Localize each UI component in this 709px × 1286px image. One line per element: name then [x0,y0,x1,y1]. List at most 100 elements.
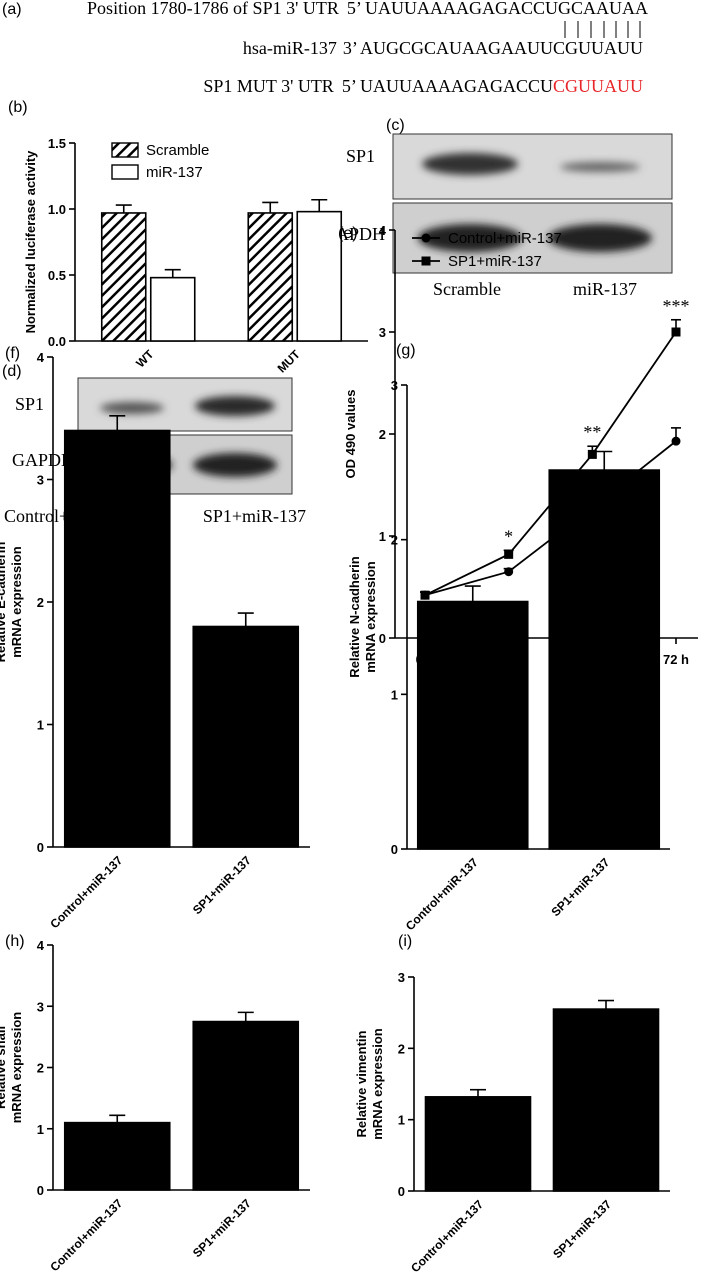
y-tick-label: 4 [37,350,45,365]
y-axis-title: Relative snail [0,1026,8,1109]
y-axis-title: Relative vimentin [354,1030,369,1137]
legend-label: Scramble [146,142,209,159]
x-tick-label: SP1+miR-137 [190,1196,254,1260]
y-tick-label: 3 [391,378,398,393]
blot-row-label: SP1 [15,394,44,414]
sequence-row: hsa-miR-137 3’ AUGCGCAUAAGAAUUCGUUAUU [243,38,643,58]
y-axis-title: OD 490 values [343,390,358,479]
row-prefix: hsa-miR-137 [243,38,337,58]
y-tick-label: 0 [379,631,386,646]
sequence: 5’ UAUUAAAAGAGACCU [342,76,553,96]
legend-marker [421,256,431,266]
data-point [504,549,514,559]
y-tick-label: 3 [379,325,386,340]
y-tick-label: 2 [391,533,398,548]
y-tick-label: 1.0 [48,202,66,217]
panel-label: (b) [8,99,28,116]
x-tick-label: Control+miR-137 [408,1197,486,1275]
panel-label: (e) [338,225,358,242]
y-tick-label: 4 [379,223,387,238]
y-tick-label: 2 [37,1061,44,1076]
x-tick-label: SP1+miR-137 [550,1197,614,1261]
y-tick-label: 1 [398,1113,405,1128]
panel-label: (d) [2,363,22,380]
x-tick-label: Control+miR-137 [403,855,481,933]
row-prefix: Position 1780-1786 of SP1 3' UTR [87,0,339,18]
bar [100,212,147,342]
annotation: *** [663,296,690,316]
bar [416,600,529,850]
sequence: 5’ UAUUAAAAGAGACCUGCAAUAA [347,0,648,18]
y-axis-title: mRNA expression [9,1012,24,1124]
blot-band [548,224,652,252]
blot-lane-label: Scramble [433,279,501,299]
blot-band [560,162,640,172]
legend-swatch [111,164,139,180]
blot-band [193,453,277,477]
y-tick-label: 2 [379,427,386,442]
data-point [671,436,681,446]
y-tick-label: 1 [37,718,44,733]
mutated-sequence: CGUUAUU [553,76,643,96]
data-point [420,590,430,600]
panel-label: (a) [2,1,22,18]
panel-label: (g) [396,342,416,359]
bar [192,625,300,848]
y-tick-label: 3 [37,999,44,1014]
y-tick-label: 0.0 [48,334,66,349]
panel-label: (i) [398,933,412,950]
y-axis-title: Normalized luciferase activity [23,150,38,334]
y-tick-label: 1 [379,529,386,544]
panel-label: (h) [5,933,25,950]
annotation: ** [583,422,601,442]
y-tick-label: 3 [398,970,405,985]
legend-label: SP1+miR-137 [448,253,542,270]
blot-row-label: SP1 [346,146,375,166]
y-tick-label: 4 [37,938,45,953]
bar [552,1008,660,1192]
y-axis-title: mRNA expression [9,546,24,658]
y-tick-label: 0 [398,1184,405,1199]
annotation: * [504,526,513,546]
blot-row-label: GAPDH [12,450,74,470]
x-tick-label: Control+miR-137 [47,853,125,931]
blot-lane-label: miR-137 [573,279,637,299]
blot-band [195,396,275,416]
bar [63,429,171,848]
row-prefix: SP1 MUT 3' UTR [203,76,333,96]
y-tick-label: 2 [398,1041,405,1056]
legend-swatch [111,142,139,158]
y-tick-label: 0 [37,1183,44,1198]
bar [192,1020,300,1191]
y-tick-label: 0.5 [48,268,66,283]
data-point [671,327,681,337]
legend-label: Control+miR-137 [448,230,562,247]
x-tick-label: SP1+miR-137 [548,855,612,919]
blot-band [422,153,518,175]
x-tick-label: Control+miR-137 [47,1196,125,1274]
data-point [587,449,597,459]
pairing-lines [564,21,641,38]
legend-marker [421,233,431,243]
y-axis-title: mRNA expression [370,1028,385,1140]
bar [296,210,343,342]
y-tick-label: 1 [37,1122,44,1137]
blot-band [100,402,164,414]
x-tick-label: WT [133,347,157,371]
y-axis-title: mRNA expression [363,561,378,673]
y-tick-label: 2 [37,595,44,610]
y-tick-label: 0 [391,842,398,857]
sequence-row: Position 1780-1786 of SP1 3' UTR 5’ UAUUA… [87,0,648,18]
y-tick-label: 1 [391,687,398,702]
x-tick-label: MUT [275,347,304,376]
x-tick-label: 72 h [663,652,689,667]
legend-label: miR-137 [146,164,203,181]
y-axis-title: Relative N-cadherin [347,556,362,677]
sequence-row: SP1 MUT 3' UTR 5’ UAUUAAAAGAGACCUCGUUAUU [203,76,643,96]
sequence: 3’ AUGCGCAUAAGAAUUCGUUAUU [343,38,643,58]
panel-label: (c) [386,117,405,134]
bar [548,469,661,850]
bar [63,1121,171,1191]
bar [424,1096,532,1192]
